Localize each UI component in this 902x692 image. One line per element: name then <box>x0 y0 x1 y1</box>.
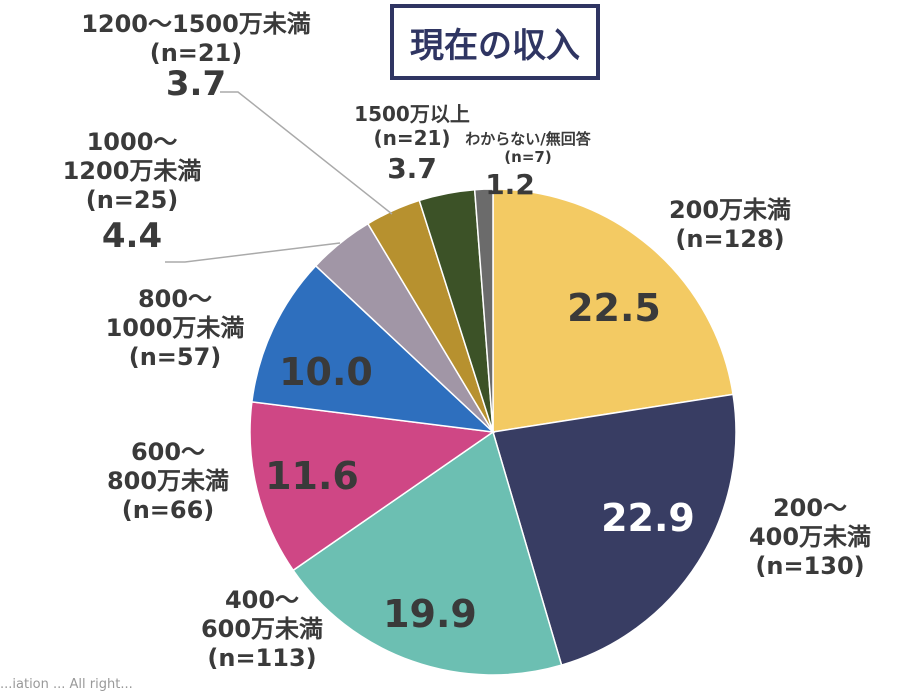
label-value: 4.4 <box>101 216 163 257</box>
label-category: 1200～1500万未満 <box>81 10 311 38</box>
label-count: (n=21) <box>149 38 243 67</box>
label-1500-over: 1500万以上 (n=21) 3.7 <box>354 102 470 186</box>
pie-slice-1 <box>492 393 737 667</box>
label-category: 400～ <box>224 586 300 614</box>
label-200-400: 200～ 400万未満 (n=130) <box>749 494 871 580</box>
label-value: 3.7 <box>387 152 437 185</box>
value-200-under: 22.5 <box>567 286 661 330</box>
label-600-800: 600～ 800万未満 (n=66) <box>107 438 229 524</box>
label-count: (n=128) <box>675 224 785 253</box>
label-count: (n=25) <box>85 185 179 214</box>
value-800-1000: 10.0 <box>279 350 373 394</box>
label-count: (n=57) <box>128 342 222 371</box>
value-600-800: 11.6 <box>265 454 359 498</box>
label-unknown: わからない/無回答 (n=7) 1.2 <box>465 130 590 202</box>
value-200-400: 22.9 <box>601 496 695 540</box>
label-value: 3.7 <box>165 63 227 104</box>
label-category-2: 400万未満 <box>748 522 872 551</box>
leader-line-1200-1500 <box>220 91 393 215</box>
label-category: わからない/無回答 <box>465 130 591 148</box>
value-400-600: 19.9 <box>383 592 477 636</box>
pie-slice-2 <box>292 430 563 676</box>
label-category-2: 1000万未満 <box>105 313 245 342</box>
label-category: 600～ <box>130 438 206 466</box>
label-400-600: 400～ 600万未満 (n=113) <box>201 586 323 672</box>
label-category: 200～ <box>772 494 848 522</box>
label-1000-1200: 1000～ 1200万未満 (n=25) 4.4 <box>63 128 202 257</box>
label-800-1000: 800～ 1000万未満 (n=57) <box>106 285 245 371</box>
label-200-under: 200万未満 (n=128) <box>669 196 791 254</box>
label-1200-1500: 1200～1500万未満 (n=21) 3.7 <box>81 10 311 104</box>
label-category: 1000～ <box>86 128 178 156</box>
label-value: 1.2 <box>485 168 535 201</box>
label-count: (n=21) <box>373 126 451 150</box>
footer-text: ...iation ... All right... <box>0 677 133 692</box>
leader-line-1000-1200 <box>165 242 341 263</box>
pie-slices <box>249 188 737 676</box>
label-category-2: 600万未満 <box>200 614 324 643</box>
label-category: 200万未満 <box>668 196 792 224</box>
pie-slice-8 <box>473 188 494 433</box>
label-count: (n=7) <box>504 148 552 166</box>
leader-lines <box>165 91 393 263</box>
label-category: 1500万以上 <box>354 102 470 126</box>
chart-title: 現在の収入 <box>390 4 600 80</box>
label-category-2: 1200万未満 <box>62 156 202 185</box>
label-count: (n=130) <box>755 551 865 580</box>
pie-slice-4 <box>251 264 496 434</box>
label-category-2: 800万未満 <box>106 466 230 495</box>
label-category: 800～ <box>137 285 213 313</box>
pie-slice-3 <box>249 401 496 572</box>
label-count: (n=113) <box>207 643 317 672</box>
label-count: (n=66) <box>121 495 215 524</box>
pie-slice-0 <box>492 188 734 433</box>
